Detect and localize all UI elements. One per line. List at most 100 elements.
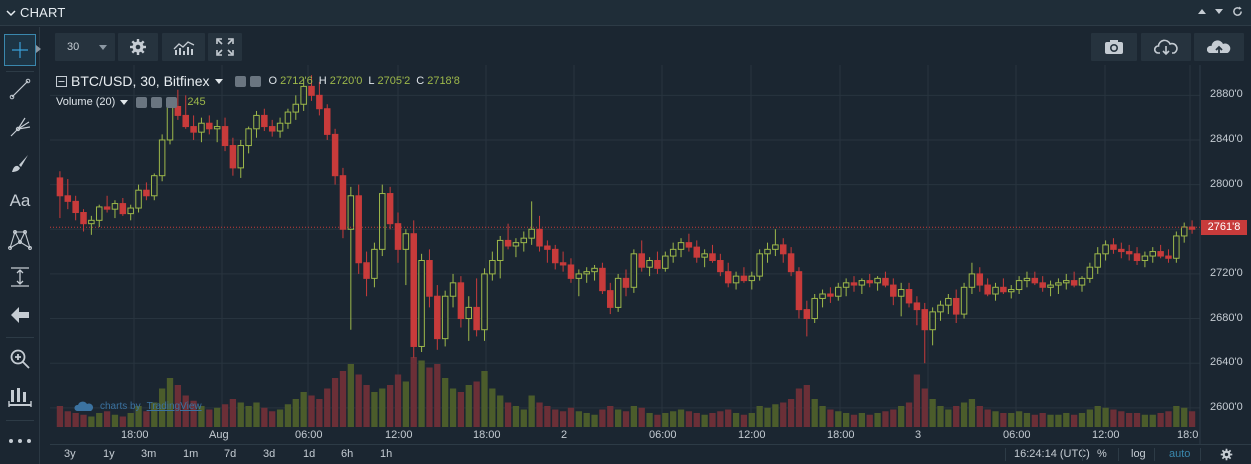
text-tool[interactable]: Aa: [4, 185, 36, 217]
candle-body: [1070, 280, 1078, 286]
range-7d-button[interactable]: 7d: [224, 448, 237, 460]
zoom-in-tool[interactable]: [4, 343, 36, 375]
brush-tool[interactable]: [4, 148, 36, 180]
candle-body: [842, 282, 850, 288]
volume-bar: [732, 413, 740, 427]
candle-body: [386, 193, 394, 225]
symbol-title[interactable]: BTC/USD, 30, Bitfinex: [71, 73, 210, 89]
candle-body: [284, 111, 292, 124]
divider: [6, 420, 34, 421]
volume-bar: [355, 374, 362, 427]
cloud-download-icon: [1154, 39, 1178, 56]
pattern-tool[interactable]: [4, 223, 36, 255]
bottom-bar: 3y 1y 3m 1m 7d 3d 1d 6h 1h 16:24:14 (UTC…: [50, 444, 1251, 464]
close-icon[interactable]: [166, 96, 178, 108]
trend-line-tool[interactable]: [4, 73, 36, 105]
percent-scale-button[interactable]: %: [1097, 448, 1107, 460]
collapse-up-icon[interactable]: [1198, 9, 1206, 14]
gear-icon[interactable]: [249, 75, 261, 87]
settings-button[interactable]: [118, 33, 158, 61]
trend-line-icon: [9, 78, 31, 100]
close-value: 2718'8: [427, 75, 460, 87]
log-scale-button[interactable]: log: [1131, 448, 1146, 460]
candle-body: [323, 108, 331, 135]
candle-body: [426, 260, 433, 297]
ruler-tool[interactable]: [4, 381, 36, 413]
volume-bar: [709, 413, 716, 427]
volume-bar: [300, 392, 307, 427]
chevron-down-icon[interactable]: [6, 8, 16, 18]
volume-bar: [442, 378, 449, 427]
range-1y-button[interactable]: 1y: [103, 448, 115, 460]
eye-icon[interactable]: [136, 96, 148, 108]
save-chart-button[interactable]: [1194, 33, 1244, 61]
candle-body: [394, 223, 402, 250]
volume-label[interactable]: Volume (20): [56, 96, 116, 108]
volume-bar: [567, 407, 575, 427]
tradingview-watermark[interactable]: charts by TradingView: [74, 400, 202, 412]
range-6h-button[interactable]: 6h: [341, 448, 354, 460]
collapse-legend-icon[interactable]: [56, 75, 67, 87]
candle-body: [1094, 253, 1101, 268]
range-1h-button[interactable]: 1h: [380, 448, 393, 460]
gear-icon[interactable]: [151, 96, 163, 108]
range-3y-button[interactable]: 3y: [64, 448, 76, 460]
price-chart[interactable]: [50, 65, 1251, 444]
fullscreen-button[interactable]: [208, 33, 242, 61]
volume-bar: [953, 406, 960, 427]
volume-bar: [591, 414, 598, 427]
interval-select[interactable]: 30: [55, 33, 115, 61]
auto-scale-button[interactable]: auto: [1169, 448, 1191, 460]
volume-bar: [976, 406, 983, 427]
candle-body: [890, 284, 897, 297]
drawing-toolbar: Aa: [0, 27, 41, 464]
refresh-icon[interactable]: [1232, 6, 1243, 17]
brush-icon: [12, 155, 28, 172]
chevron-down-icon[interactable]: [120, 99, 129, 105]
more-tools-button[interactable]: [4, 425, 36, 457]
range-3d-button[interactable]: 3d: [263, 448, 276, 460]
indicators-button[interactable]: [162, 33, 205, 61]
candle-body: [1149, 251, 1157, 257]
more-icon: [9, 439, 31, 443]
settings-icon[interactable]: [1220, 448, 1233, 461]
volume-bar: [434, 364, 441, 427]
chevron-right-icon[interactable]: [36, 45, 41, 53]
candle-body: [772, 244, 779, 250]
candle-body: [402, 233, 410, 250]
watermark-brand[interactable]: TradingView: [146, 400, 202, 412]
volume-bar: [1141, 414, 1149, 427]
crosshair-tool[interactable]: [4, 34, 36, 66]
candle-body: [213, 126, 221, 130]
volume-bar: [206, 409, 213, 427]
volume-bar: [1078, 413, 1086, 427]
volume-bar: [780, 402, 787, 427]
remove-drawings-tool[interactable]: [4, 299, 36, 331]
expand-down-icon[interactable]: [1215, 9, 1223, 14]
load-chart-button[interactable]: [1141, 33, 1191, 61]
divider: [1200, 448, 1201, 461]
volume-bar: [308, 395, 315, 427]
candle-body: [709, 253, 716, 262]
settings-icon: [130, 39, 146, 55]
fullscreen-icon: [216, 38, 234, 56]
eye-icon[interactable]: [234, 75, 246, 87]
candle-body: [544, 245, 551, 250]
candle-body: [1031, 277, 1039, 284]
chevron-down-icon[interactable]: [214, 78, 223, 84]
volume-bar: [835, 411, 842, 427]
range-1m-button[interactable]: 1m: [183, 448, 199, 460]
measure-tool[interactable]: [4, 261, 36, 293]
pitchfork-tool[interactable]: [4, 111, 36, 143]
candle-body: [740, 275, 748, 282]
volume-bar: [670, 411, 677, 427]
price-tick-label: 2600'0: [1210, 400, 1243, 413]
snapshot-button[interactable]: [1091, 33, 1137, 61]
volume-bar: [1086, 409, 1094, 427]
watermark-prefix: charts by: [100, 400, 141, 412]
range-1d-button[interactable]: 1d: [303, 448, 316, 460]
pitchfork-icon: [10, 117, 31, 137]
range-3m-button[interactable]: 3m: [141, 448, 157, 460]
candle-body: [1188, 226, 1196, 230]
time-tick-label: 06:00: [649, 429, 677, 441]
